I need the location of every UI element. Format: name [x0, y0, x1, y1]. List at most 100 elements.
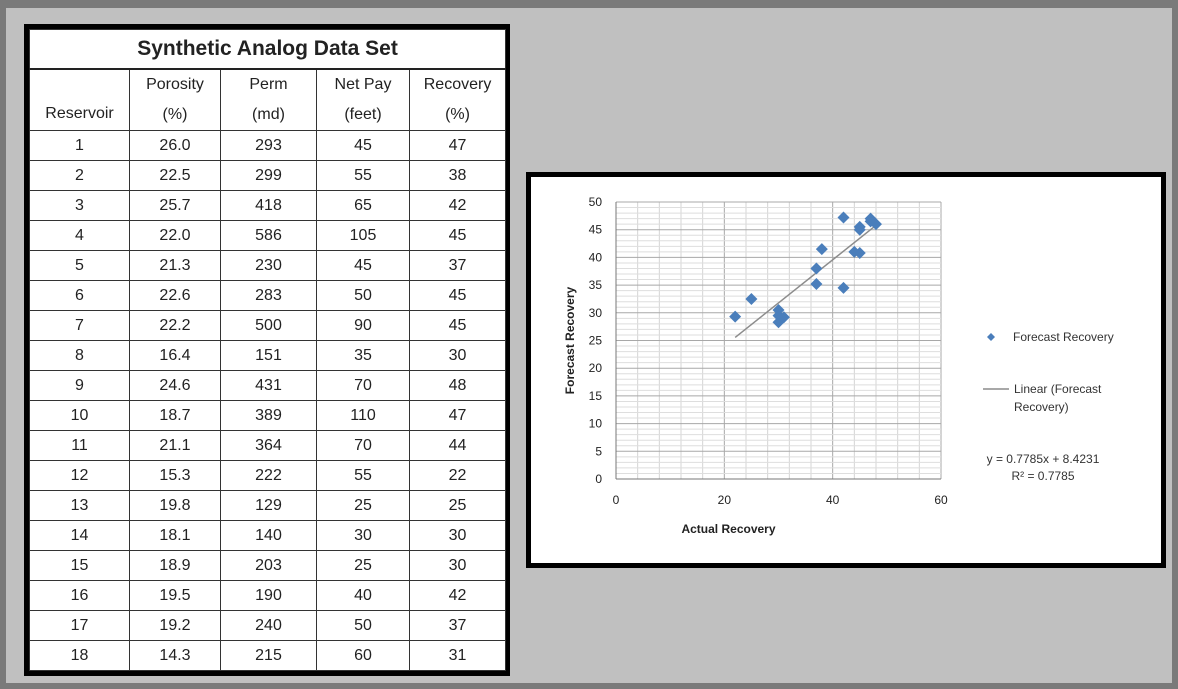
- table-cell: 431: [220, 370, 317, 401]
- table-cell: 129: [220, 490, 317, 521]
- table-cell: 25: [316, 490, 410, 521]
- table-cell: 19.8: [129, 490, 221, 521]
- table-cell: 37: [408, 610, 507, 641]
- table-row: 6 22.6 283 50 45: [29, 280, 507, 311]
- column-header-bottom: (feet): [344, 106, 382, 123]
- table-cell: 45: [316, 130, 410, 161]
- table-cell: 110: [316, 400, 410, 431]
- table-cell: 65: [316, 190, 410, 221]
- y-tick-label: 45: [589, 223, 603, 237]
- x-tick-label: 20: [718, 493, 732, 507]
- column-header-bottom: Reservoir: [45, 105, 114, 122]
- table-cell: 48: [408, 370, 507, 401]
- table-cell: 45: [316, 250, 410, 281]
- table-row: 10 18.7 389 110 47: [29, 400, 507, 431]
- table-cell: 15.3: [129, 460, 221, 491]
- x-tick-label: 60: [934, 493, 948, 507]
- x-tick-label: 40: [826, 493, 840, 507]
- table-cell: 18.1: [129, 520, 221, 551]
- y-tick-label: 5: [595, 444, 602, 458]
- table-row: 8 16.4 151 35 30: [29, 340, 507, 371]
- table-cell: 70: [316, 430, 410, 461]
- table-cell: 8: [29, 340, 130, 371]
- table-cell: 15: [29, 550, 130, 581]
- y-axis-title: Forecast Recovery: [563, 286, 577, 394]
- table-cell: 190: [220, 580, 317, 611]
- table-cell: 22.0: [129, 220, 221, 251]
- table-cell: 37: [408, 250, 507, 281]
- data-point: [810, 262, 823, 275]
- table-cell: 19.2: [129, 610, 221, 641]
- trendline-equation: y = 0.7785x + 8.4231: [987, 452, 1100, 466]
- table-row: 16 19.5 190 40 42: [29, 580, 507, 611]
- y-tick-label: 25: [589, 334, 603, 348]
- table-cell: 283: [220, 280, 317, 311]
- table-cell: 4: [29, 220, 130, 251]
- column-header-top: Net Pay: [334, 76, 392, 93]
- table-row: 5 21.3 230 45 37: [29, 250, 507, 281]
- table-cell: 47: [408, 130, 507, 161]
- table-cell: 50: [316, 280, 410, 311]
- table-cell: 240: [220, 610, 317, 641]
- trendline: [734, 224, 877, 339]
- scatter-chart: 0 5 10 15 20 25 30 35 40 45 50 0 20 40 60 Actual Recove…: [563, 195, 1114, 536]
- table-cell: 21.1: [129, 430, 221, 461]
- table-cell: 45: [408, 310, 507, 341]
- table-row: 7 22.2 500 90 45: [29, 310, 507, 341]
- trendline-r-squared: R² = 0.7785: [1011, 469, 1074, 483]
- table-cell: 5: [29, 250, 130, 281]
- column-header-top: [30, 71, 129, 99]
- table-cell: 40: [316, 580, 410, 611]
- window-frame-right: [1172, 0, 1178, 689]
- table-cell: 14: [29, 520, 130, 551]
- table-cell: 418: [220, 190, 317, 221]
- table-row: 13 19.8 129 25 25: [29, 490, 507, 521]
- table-cell: 30: [408, 550, 507, 581]
- table-cell: 25.7: [129, 190, 221, 221]
- table-cell: 18: [29, 640, 130, 671]
- table-cell: 151: [220, 340, 317, 371]
- table-cell: 45: [408, 280, 507, 311]
- table-cell: 25: [316, 550, 410, 581]
- table-cell: 22.6: [129, 280, 221, 311]
- table-cell: 22: [408, 460, 507, 491]
- legend-label-series: Forecast Recovery: [1013, 330, 1114, 344]
- table-cell: 55: [316, 160, 410, 191]
- table-cell: 9: [29, 370, 130, 401]
- table-cell: 45: [408, 220, 507, 251]
- window-frame-top: [0, 0, 1178, 8]
- table-cell: 18.9: [129, 550, 221, 581]
- y-tick-label: 15: [589, 389, 603, 403]
- table-cell: 16.4: [129, 340, 221, 371]
- table-cell: 60: [316, 640, 410, 671]
- table-cell: 222: [220, 460, 317, 491]
- table-row: 2 22.5 299 55 38: [29, 160, 507, 191]
- column-header-4: Recovery (%): [408, 68, 507, 131]
- data-point: [777, 311, 790, 324]
- x-tick-label: 0: [613, 493, 620, 507]
- x-axis-title: Actual Recovery: [681, 522, 775, 536]
- y-tick-label: 10: [589, 417, 603, 431]
- chart-panel: 0 5 10 15 20 25 30 35 40 45 50 0 20 40 60 Actual Recove…: [526, 172, 1166, 568]
- window-frame-bottom: [0, 683, 1178, 689]
- table-cell: 1: [29, 130, 130, 161]
- table-row: 4 22.0 586 105 45: [29, 220, 507, 251]
- table-cell: 16: [29, 580, 130, 611]
- table-cell: 586: [220, 220, 317, 251]
- table-cell: 22.2: [129, 310, 221, 341]
- data-point: [729, 310, 742, 323]
- table-title: Synthetic Analog Data Set: [28, 29, 507, 70]
- table-cell: 90: [316, 310, 410, 341]
- table-cell: 14.3: [129, 640, 221, 671]
- table-row: 17 19.2 240 50 37: [29, 610, 507, 641]
- table-row: 11 21.1 364 70 44: [29, 430, 507, 461]
- data-point: [745, 292, 758, 305]
- table-cell: 299: [220, 160, 317, 191]
- table-cell: 230: [220, 250, 317, 281]
- table-cell: 22.5: [129, 160, 221, 191]
- column-header-1: Porosity (%): [129, 68, 221, 131]
- table-row: 9 24.6 431 70 48: [29, 370, 507, 401]
- table-cell: 21.3: [129, 250, 221, 281]
- column-header-0: Reservoir: [29, 68, 130, 131]
- data-table-panel: Synthetic Analog Data Set Reservoir Poros…: [24, 24, 510, 676]
